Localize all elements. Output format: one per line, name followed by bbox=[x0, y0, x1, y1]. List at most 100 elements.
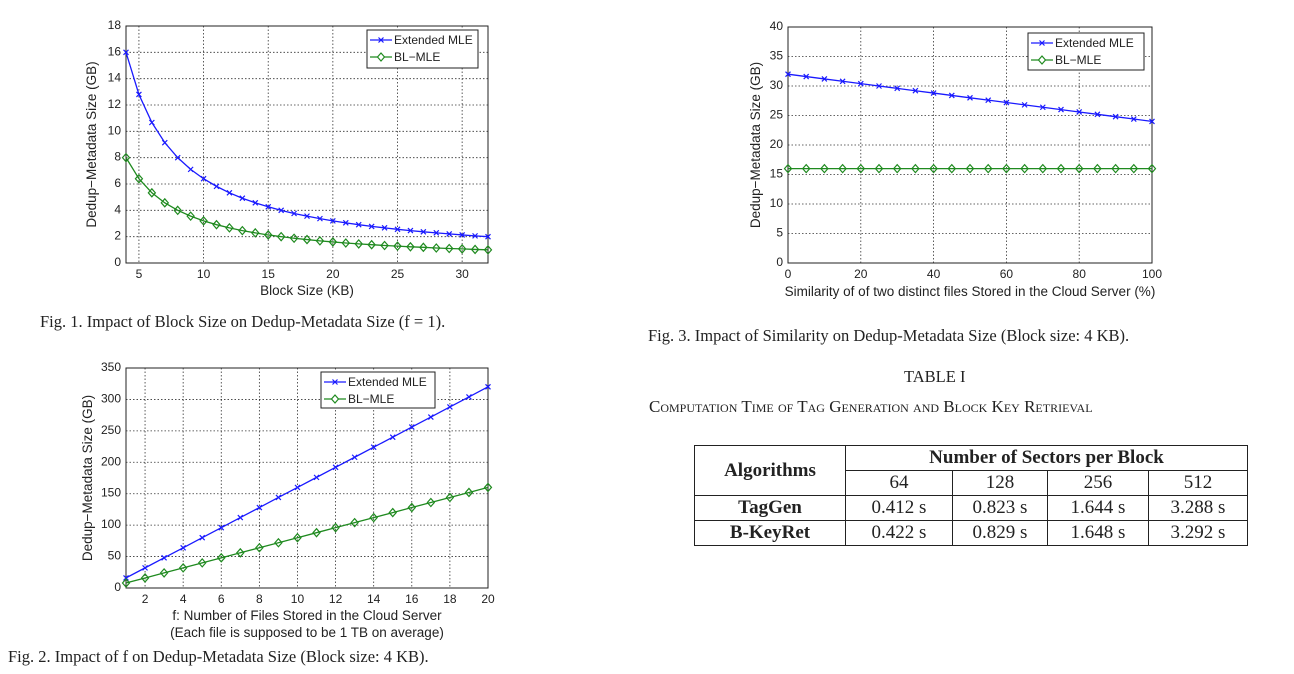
fig2-legend-box bbox=[320, 371, 436, 409]
fig1-point-x-marker bbox=[329, 217, 336, 224]
fig3-point-diamond-marker bbox=[783, 163, 793, 174]
fig1-point-diamond-marker bbox=[186, 211, 195, 222]
fig3-point-x-marker bbox=[967, 94, 973, 101]
fig2-x-tick-label: 2 bbox=[142, 592, 149, 606]
fig3-point-x-marker bbox=[1112, 113, 1119, 120]
table-row: B-KeyRet 0.422 s 0.829 s 1.648 s 3.292 s bbox=[694, 520, 1248, 546]
fig1-point-diamond-marker bbox=[250, 227, 260, 238]
fig3-caption: Fig. 3. Impact of Similarity on Dedup-Me… bbox=[648, 326, 1130, 345]
fig1-point-x-marker bbox=[226, 189, 233, 196]
fig2-point-diamond-marker bbox=[236, 547, 245, 558]
fig1-legend-x-marker bbox=[378, 37, 384, 43]
fig3-x-tick-label: 20 bbox=[854, 267, 868, 281]
fig2-point-diamond-marker bbox=[426, 497, 436, 508]
fig3-point-diamond-marker bbox=[820, 163, 829, 174]
fig2-legend-x-marker bbox=[332, 379, 338, 385]
fig2-point-diamond-marker bbox=[331, 522, 340, 533]
fig3-y-tick-label: 20 bbox=[770, 137, 784, 151]
fig2-point-x-marker bbox=[199, 534, 206, 541]
computation-time-table: Algorithms Number of Sectors per Block 6… bbox=[694, 445, 1248, 546]
cell: 0.829 s bbox=[952, 520, 1048, 546]
fig3-point-diamond-marker bbox=[1038, 163, 1048, 174]
fig2-legend-diamond-marker bbox=[330, 394, 340, 404]
fig3-y-tick-label: 25 bbox=[770, 108, 784, 122]
fig1-point-x-marker bbox=[187, 166, 194, 173]
fig1-point-x-marker bbox=[381, 224, 388, 231]
fig3-x-tick-label: 0 bbox=[785, 267, 792, 281]
fig1-point-diamond-marker bbox=[341, 238, 351, 248]
fig1-point-x-marker bbox=[123, 49, 129, 56]
fig2-point-diamond-marker bbox=[388, 507, 398, 518]
fig3-legend-x-marker bbox=[1039, 40, 1045, 46]
fig2-x-tick-label: 18 bbox=[443, 592, 457, 606]
fig3-point-x-marker bbox=[876, 83, 882, 89]
cell: 0.422 s bbox=[845, 520, 953, 546]
fig2-point-diamond-marker bbox=[255, 542, 264, 553]
fig3-point-x-marker bbox=[1039, 104, 1046, 111]
fig3-point-diamond-marker bbox=[965, 163, 975, 174]
fig3-y-tick-label: 35 bbox=[770, 49, 784, 63]
fig3-point-x-marker bbox=[821, 75, 828, 82]
fig3-point-x-marker bbox=[912, 87, 919, 94]
fig1-point-diamond-marker bbox=[289, 233, 299, 244]
fig2-point-diamond-marker bbox=[159, 568, 169, 578]
fig3-y-tick-label: 5 bbox=[776, 226, 783, 240]
fig3-axes-frame bbox=[787, 26, 1153, 264]
fig3-point-diamond-marker bbox=[1074, 163, 1084, 174]
fig1-point-x-marker bbox=[174, 154, 181, 161]
fig1-point-diamond-marker bbox=[263, 230, 273, 240]
fig2-x-tick-label: 12 bbox=[329, 592, 343, 606]
fig3-point-x-marker bbox=[785, 71, 791, 78]
fig1-point-diamond-marker bbox=[367, 239, 376, 250]
fig1-point-x-marker bbox=[394, 226, 401, 233]
fig3-legend-label: BL−MLE bbox=[1055, 53, 1101, 67]
fig3-x-tick-label: 100 bbox=[1142, 267, 1162, 281]
fig1-y-tick-label: 18 bbox=[108, 18, 122, 32]
row-name: TagGen bbox=[694, 495, 846, 521]
fig2-y-tick-label: 50 bbox=[108, 549, 122, 563]
fig1-point-diamond-marker bbox=[276, 231, 286, 242]
fig2-x-tick-label: 20 bbox=[481, 592, 495, 606]
fig2-point-x-marker bbox=[180, 544, 187, 551]
fig1-y-tick-label: 2 bbox=[114, 229, 121, 243]
fig3-point-diamond-marker bbox=[1002, 163, 1011, 174]
fig2-y-tick-label: 150 bbox=[101, 486, 121, 500]
col-header: 128 bbox=[952, 470, 1048, 496]
fig1-point-x-marker bbox=[317, 215, 323, 222]
fig1-point-diamond-marker bbox=[225, 222, 234, 233]
fig2-point-diamond-marker bbox=[407, 502, 417, 513]
col-header: 256 bbox=[1047, 470, 1149, 496]
fig1-point-x-marker bbox=[342, 219, 349, 226]
fig2-point-x-marker bbox=[161, 554, 168, 561]
fig3-point-x-marker bbox=[948, 92, 955, 99]
cell: 1.644 s bbox=[1047, 495, 1149, 521]
fig1-point-diamond-marker bbox=[147, 187, 157, 198]
fig3-point-diamond-marker bbox=[947, 163, 957, 174]
fig3-point-diamond-marker bbox=[856, 163, 866, 174]
fig2-legend-label: BL−MLE bbox=[348, 392, 394, 406]
col-header: 512 bbox=[1148, 470, 1248, 496]
fig1-point-diamond-marker bbox=[134, 173, 144, 184]
fig3-point-diamond-marker bbox=[1020, 163, 1029, 174]
fig3-point-diamond-marker bbox=[1056, 163, 1066, 174]
fig3-x-axis-label: Similarity of of two distinct files Stor… bbox=[785, 284, 1156, 299]
table-row: TagGen 0.412 s 0.823 s 1.644 s 3.288 s bbox=[694, 495, 1248, 521]
fig1-point-x-marker bbox=[433, 229, 440, 236]
fig2-point-diamond-marker bbox=[216, 552, 226, 563]
fig1-point-diamond-marker bbox=[315, 235, 325, 246]
fig1-legend-diamond-marker bbox=[376, 52, 386, 62]
fig2-y-tick-label: 0 bbox=[114, 580, 121, 594]
fig1-point-x-marker bbox=[213, 183, 220, 190]
fig3-y-tick-label: 30 bbox=[770, 78, 784, 92]
fig1-point-diamond-marker bbox=[483, 244, 493, 255]
fig1-point-diamond-marker bbox=[212, 219, 221, 230]
fig2-y-tick-label: 200 bbox=[101, 454, 121, 468]
fig1-y-tick-label: 4 bbox=[114, 202, 121, 216]
fig2-x-tick-label: 16 bbox=[405, 592, 419, 606]
fig2-x-tick-label: 14 bbox=[367, 592, 381, 606]
fig2-point-diamond-marker bbox=[350, 517, 359, 528]
fig1-point-x-marker bbox=[291, 210, 297, 217]
fig3-x-tick-label: 40 bbox=[927, 267, 941, 281]
fig1-axes-frame bbox=[125, 25, 489, 264]
